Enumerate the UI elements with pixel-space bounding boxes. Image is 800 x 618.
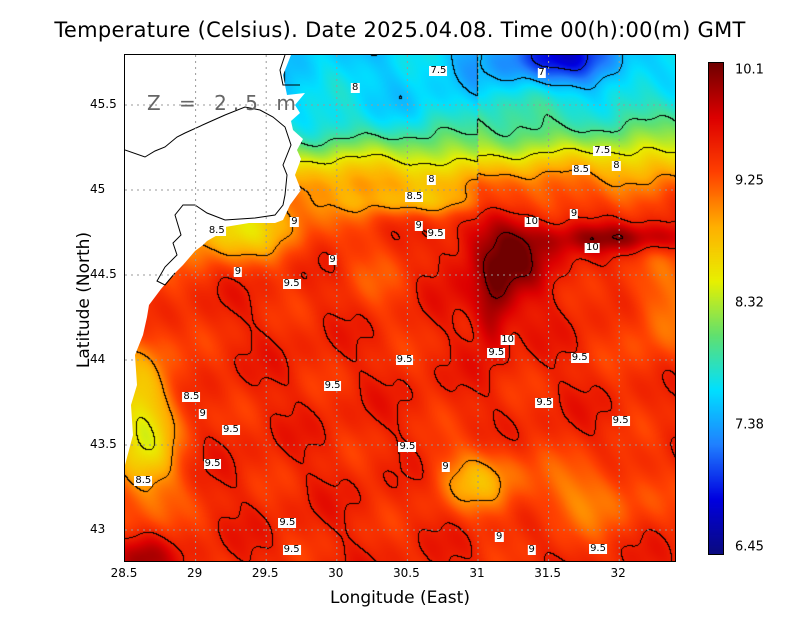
contour-label: 9.5 — [395, 354, 414, 365]
colorbar-tick-label: 8.32 — [735, 295, 764, 311]
contour-label: 9 — [328, 253, 337, 265]
x-axis-label: Longitude (East) — [330, 588, 470, 608]
contour-label: 9.5 — [589, 542, 607, 554]
contour-label: 9 — [198, 408, 207, 420]
contour-label: 8 — [612, 160, 621, 172]
x-tick-label: 31 — [469, 566, 485, 580]
contour-label: 9.5 — [278, 517, 297, 529]
map-overlay — [125, 55, 675, 561]
contour-label: 9.5 — [398, 440, 417, 452]
contour-label: 8.5 — [405, 190, 424, 202]
contour-label: 9.5 — [221, 423, 240, 435]
contour-label: 8 — [350, 82, 360, 93]
y-tick-label: 43.5 — [90, 437, 117, 451]
contour-label: 9.5 — [611, 415, 630, 427]
contour-label: 8.5 — [207, 224, 226, 236]
contour-label: 10 — [584, 241, 600, 253]
contour-label: 9.5 — [282, 544, 301, 556]
x-tick-label: 28.5 — [110, 566, 138, 580]
contour-label: 9.5 — [282, 277, 301, 289]
colorbar — [708, 62, 724, 555]
contour-label: 9 — [290, 216, 299, 228]
contour-label: 9 — [414, 219, 423, 231]
contour-label: 9.5 — [426, 228, 445, 240]
chart-title: Temperature (Celsius). Date 2025.04.08. … — [54, 18, 746, 42]
x-tick-label: 31.5 — [534, 566, 561, 580]
contour-label: 8.5 — [572, 163, 591, 175]
contour-label: 9 — [569, 207, 579, 219]
contour-label: 9.5 — [570, 352, 589, 364]
contour-label: 10 — [524, 216, 540, 228]
depth-annotation: Z = 2.5 m — [147, 91, 302, 115]
contour-label: 8.5 — [182, 391, 201, 403]
x-tick-label: 30 — [328, 566, 344, 580]
contour-label: 7 — [537, 66, 546, 78]
x-tick-label: 29.5 — [251, 566, 279, 580]
y-tick-label: 44.5 — [90, 267, 117, 281]
x-tick-label: 29 — [186, 566, 203, 580]
y-tick-label: 45 — [90, 182, 106, 196]
contour-label: 8.5 — [134, 474, 153, 486]
contour-label: 10 — [500, 333, 516, 345]
contour-label: 9.5 — [535, 396, 554, 408]
x-tick-label: 30.5 — [393, 566, 420, 580]
colorbar-tick-label: 10.1 — [735, 62, 764, 78]
y-tick-label: 45.5 — [90, 97, 117, 111]
contour-label: 9.5 — [487, 347, 506, 359]
contour-label: 9 — [441, 461, 450, 473]
y-tick-label: 43 — [90, 522, 106, 536]
contour-label: 7.5 — [593, 144, 612, 156]
x-tick-label: 32 — [610, 566, 626, 580]
colorbar-tick-label: 7.38 — [735, 417, 764, 433]
y-tick-label: 44 — [90, 352, 106, 366]
contour-label: 9.5 — [323, 379, 342, 391]
contour-label: 9.5 — [203, 457, 222, 469]
plot-area: Z = 2.5 m 7.5 7 8 7.5 8 8.5 8 8.5 9 10 9 9.5 10 8.5 9 9… — [124, 54, 676, 562]
land-mask — [125, 55, 305, 465]
contour-label: 7.5 — [429, 65, 448, 76]
y-axis-label: Latitude (North) — [74, 231, 94, 369]
contour-label: 8 — [427, 173, 436, 185]
contour-label: 9 — [527, 544, 536, 556]
contour-label: 9 — [494, 530, 504, 542]
contour-label: 9 — [233, 265, 243, 277]
colorbar-tick-label: 9.25 — [735, 173, 764, 189]
coastline — [125, 55, 300, 286]
colorbar-tick-label: 6.45 — [735, 539, 764, 555]
